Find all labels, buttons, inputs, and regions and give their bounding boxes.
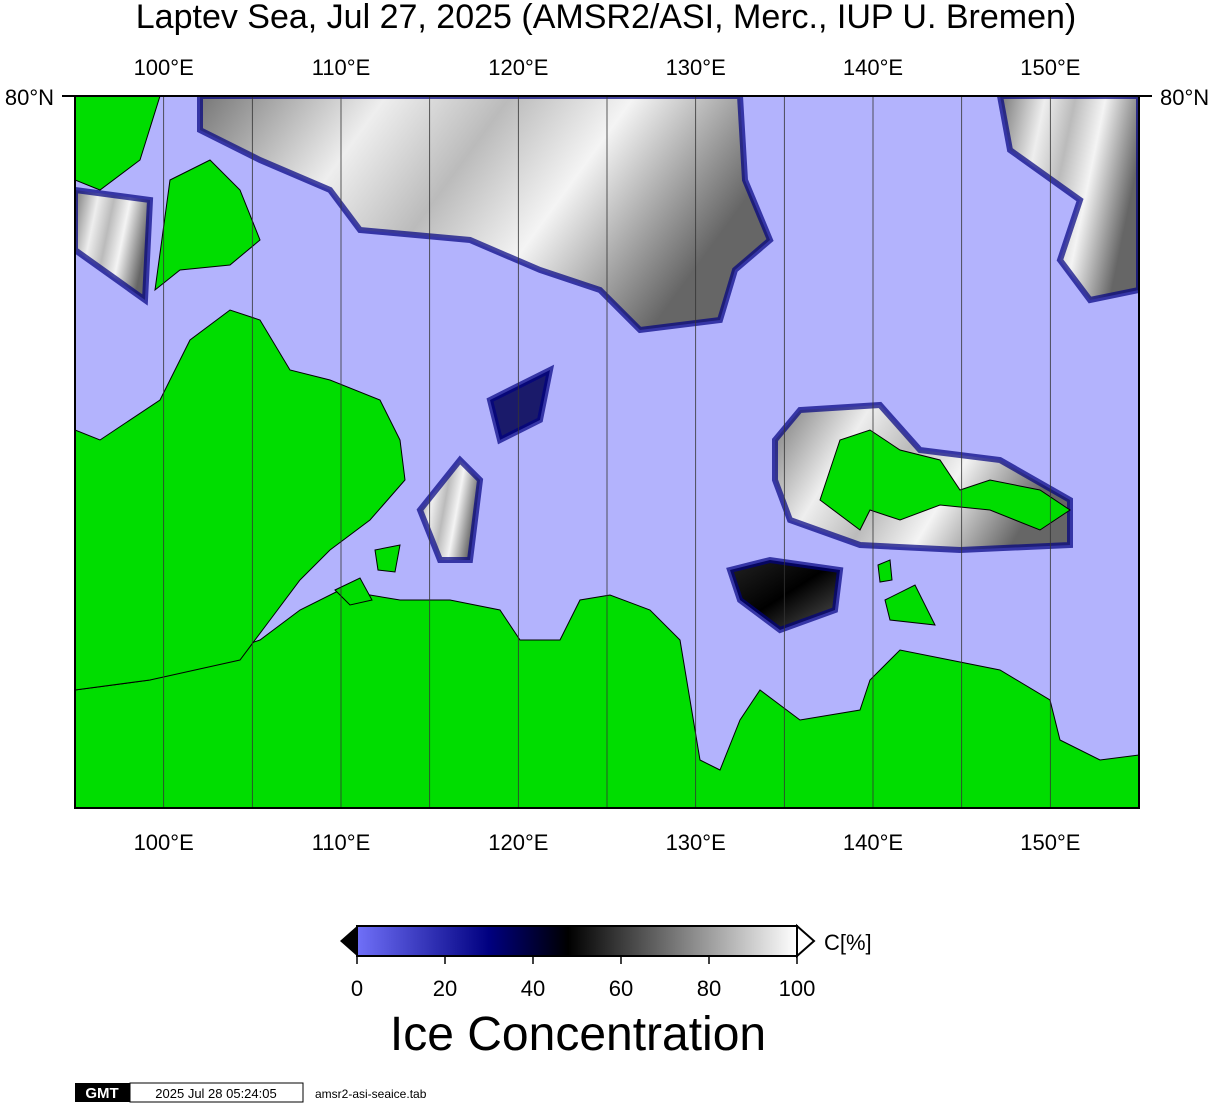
colorbar-ticks: 0 20 40 60 80 100 [351, 956, 815, 1001]
timestamp: 2025 Jul 28 05:24:05 [155, 1086, 276, 1101]
map-frame [74, 95, 1140, 809]
colorbar-tick-label: 40 [521, 976, 545, 1001]
colorbar [356, 925, 798, 957]
colorbar-title: Ice Concentration [390, 1008, 766, 1061]
lon-label-bottom: 120°E [488, 830, 548, 855]
lon-label-bottom: 100°E [134, 830, 194, 855]
colorbar-low [340, 926, 357, 956]
lon-label-top: 110°E [312, 55, 371, 80]
colorbar-tick-label: 100 [779, 976, 816, 1001]
colorbar-tick-label: 80 [697, 976, 721, 1001]
sea-ice [75, 96, 1139, 634]
lon-label-bottom: 130°E [666, 830, 726, 855]
colorbar-tick-label: 60 [609, 976, 633, 1001]
colorbar-tick-label: 20 [433, 976, 457, 1001]
logo-box [75, 1083, 130, 1102]
lon-label-bottom: 140°E [843, 830, 903, 855]
title: Laptev Sea, Jul 27, 2025 (AMSR2/ASI, Mer… [136, 0, 1076, 36]
map [75, 96, 1139, 808]
graticule [163, 96, 1051, 808]
lon-label-top: 120°E [488, 55, 548, 80]
lon-labels: 100°E 100°E 110°E 110°E 120°E 120°E 130°E 130°E… [134, 55, 1081, 855]
lon-label-top: 150°E [1020, 55, 1080, 80]
lon-label-top: 100°E [134, 55, 194, 80]
lon-label-top: 140°E [843, 55, 903, 80]
timestamp-box [129, 1082, 304, 1103]
colorbar-unit: C[%] [824, 930, 872, 955]
lon-label-top: 130°E [666, 55, 726, 80]
source: amsr2-asi-seaice.tab [315, 1087, 427, 1101]
colorbar-high [796, 923, 816, 959]
lon-label-bottom: 150°E [1020, 830, 1080, 855]
logo: GMT [85, 1085, 118, 1102]
lat-label: 80°N [1160, 85, 1209, 110]
lon-label-bottom: 110°E [312, 830, 371, 855]
colorbar-tick-label: 0 [351, 976, 363, 1001]
lat-label: 80°N [5, 85, 54, 110]
